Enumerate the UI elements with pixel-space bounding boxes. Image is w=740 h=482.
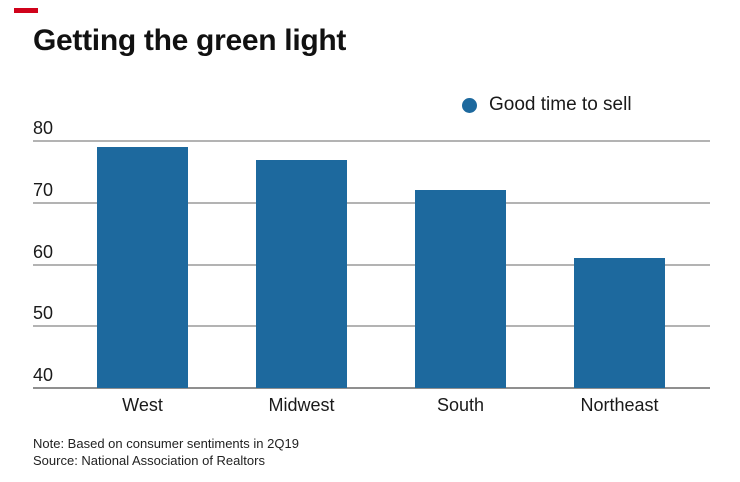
legend-dot-icon (462, 97, 477, 113)
gridline-50 (33, 325, 710, 328)
bar-west (97, 147, 188, 388)
y-axis-tick-label: 40 (33, 365, 54, 385)
bar-south (415, 190, 506, 388)
x-axis-label-west: West (122, 395, 163, 415)
y-axis-tick-label: 60 (33, 241, 54, 262)
source-text: Source: National Association of Realtors (33, 452, 265, 468)
legend: Good time to sell (462, 94, 632, 116)
x-axis-label-midwest: Midwest (268, 395, 335, 415)
y-axis-tick-label: 70 (33, 179, 54, 200)
gridline-80 (33, 140, 710, 142)
accent-dash (14, 8, 38, 13)
x-axis-line (33, 387, 710, 389)
x-axis-label-south: South (436, 395, 485, 415)
note-text: Note: Based on consumer sentiments in 2Q… (33, 436, 299, 451)
legend-label: Good time to sell (489, 94, 632, 115)
footer-notes: Note: Based on consumer sentiments in 2Q… (33, 436, 299, 469)
page-title: Getting the green light (33, 24, 347, 57)
y-axis-tick-label: 50 (33, 303, 54, 324)
gridline-70 (33, 201, 710, 204)
bar-northeast (574, 258, 665, 388)
x-axis-label-northeast: Northeast (580, 395, 659, 415)
bar-midwest (256, 159, 347, 388)
gridline-60 (33, 263, 710, 266)
y-axis-tick-label: 80 (33, 118, 54, 138)
